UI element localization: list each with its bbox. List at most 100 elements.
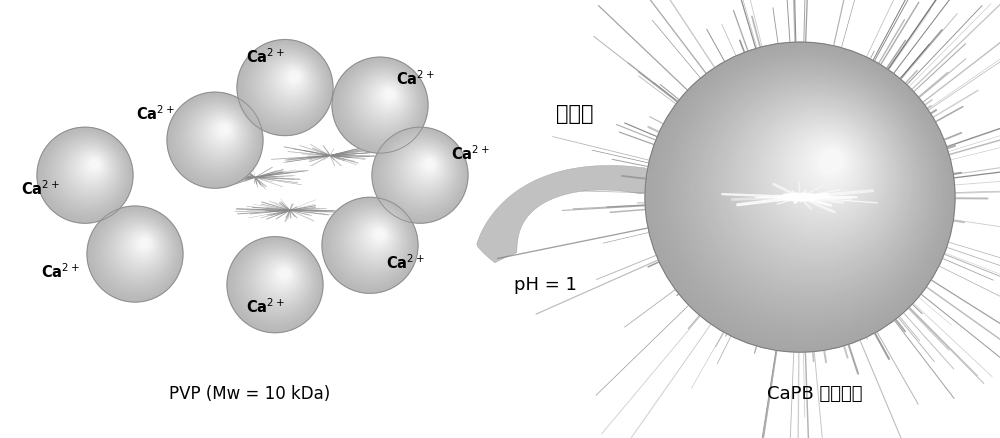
Ellipse shape (694, 72, 924, 302)
Ellipse shape (208, 117, 237, 146)
Ellipse shape (804, 140, 853, 189)
Ellipse shape (364, 223, 391, 250)
Ellipse shape (413, 152, 442, 181)
Ellipse shape (210, 119, 235, 144)
Ellipse shape (200, 112, 242, 155)
Ellipse shape (815, 147, 846, 178)
Ellipse shape (385, 89, 394, 99)
Ellipse shape (101, 215, 174, 288)
Ellipse shape (135, 236, 152, 253)
Ellipse shape (70, 147, 112, 190)
Ellipse shape (395, 141, 453, 199)
Ellipse shape (267, 261, 298, 292)
Ellipse shape (100, 214, 175, 289)
Ellipse shape (43, 131, 129, 217)
Ellipse shape (348, 67, 418, 136)
Ellipse shape (264, 260, 299, 294)
Ellipse shape (76, 151, 108, 184)
Ellipse shape (192, 107, 247, 163)
Ellipse shape (409, 150, 444, 185)
Ellipse shape (721, 88, 907, 275)
Ellipse shape (382, 88, 396, 102)
Ellipse shape (137, 237, 151, 251)
Ellipse shape (113, 222, 167, 276)
Ellipse shape (136, 236, 152, 252)
Ellipse shape (93, 210, 179, 296)
Ellipse shape (800, 138, 856, 193)
Ellipse shape (212, 120, 235, 142)
Ellipse shape (239, 244, 316, 321)
Ellipse shape (706, 79, 916, 290)
Ellipse shape (123, 228, 160, 265)
Ellipse shape (668, 56, 940, 329)
Ellipse shape (294, 75, 296, 77)
Ellipse shape (338, 207, 408, 276)
Ellipse shape (279, 268, 290, 280)
Ellipse shape (274, 265, 293, 285)
Ellipse shape (372, 81, 403, 112)
Ellipse shape (428, 162, 432, 166)
Ellipse shape (207, 117, 238, 147)
Ellipse shape (348, 213, 402, 267)
Ellipse shape (359, 220, 394, 255)
Ellipse shape (384, 89, 395, 100)
Ellipse shape (46, 133, 127, 214)
Ellipse shape (369, 80, 404, 115)
Ellipse shape (140, 238, 149, 248)
Ellipse shape (361, 221, 393, 254)
Ellipse shape (819, 149, 844, 174)
Ellipse shape (724, 91, 904, 271)
Ellipse shape (380, 87, 397, 104)
Ellipse shape (223, 127, 227, 131)
Ellipse shape (173, 96, 259, 182)
Ellipse shape (106, 218, 171, 283)
Ellipse shape (112, 221, 167, 277)
Ellipse shape (327, 200, 415, 289)
Ellipse shape (206, 116, 238, 148)
Ellipse shape (109, 220, 169, 279)
Ellipse shape (126, 230, 158, 262)
Ellipse shape (796, 135, 858, 197)
Ellipse shape (400, 145, 450, 194)
Ellipse shape (355, 71, 413, 129)
Ellipse shape (792, 133, 861, 201)
Ellipse shape (345, 212, 403, 269)
Ellipse shape (65, 145, 115, 194)
Ellipse shape (338, 61, 424, 147)
Ellipse shape (379, 86, 398, 105)
Ellipse shape (260, 257, 302, 299)
Ellipse shape (347, 212, 402, 268)
Ellipse shape (262, 258, 301, 297)
Ellipse shape (249, 47, 326, 124)
Ellipse shape (279, 66, 306, 92)
Ellipse shape (375, 230, 384, 239)
Ellipse shape (282, 271, 288, 276)
Ellipse shape (368, 226, 389, 247)
Ellipse shape (290, 72, 299, 81)
Ellipse shape (328, 201, 414, 287)
Ellipse shape (120, 226, 162, 268)
Ellipse shape (248, 46, 326, 125)
Ellipse shape (89, 208, 182, 300)
Ellipse shape (343, 210, 405, 272)
Ellipse shape (77, 152, 108, 182)
Ellipse shape (168, 93, 262, 187)
Ellipse shape (66, 145, 114, 193)
Ellipse shape (249, 251, 309, 310)
Ellipse shape (286, 70, 302, 85)
Ellipse shape (119, 226, 163, 270)
Ellipse shape (418, 155, 439, 177)
Ellipse shape (202, 114, 241, 152)
Ellipse shape (220, 124, 229, 134)
Ellipse shape (369, 226, 388, 245)
Ellipse shape (115, 223, 165, 273)
Ellipse shape (394, 141, 454, 201)
Ellipse shape (324, 199, 417, 291)
Ellipse shape (127, 230, 158, 261)
Text: PVP (Mw = 10 kDa): PVP (Mw = 10 kDa) (169, 385, 331, 403)
Ellipse shape (811, 145, 849, 182)
Ellipse shape (273, 62, 310, 99)
Ellipse shape (690, 70, 926, 306)
Ellipse shape (69, 147, 113, 191)
Ellipse shape (73, 149, 110, 186)
